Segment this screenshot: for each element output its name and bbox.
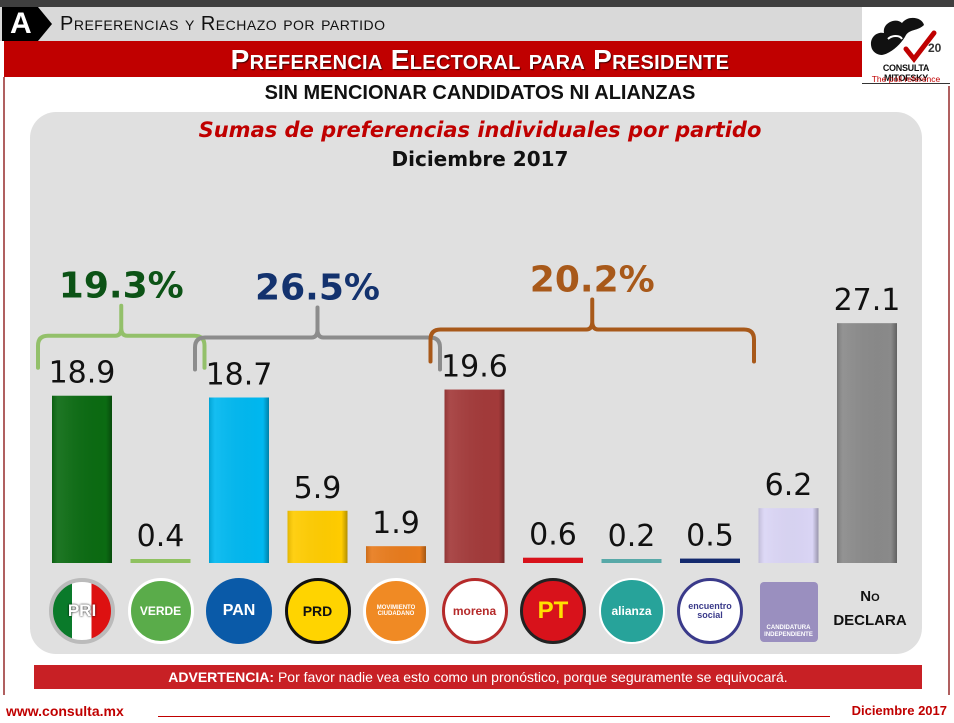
bar-bevel [287,510,348,563]
main-title: Preferencia Electoral para Presidente [230,44,730,75]
warning-label: ADVERTENCIA: [168,669,275,685]
party-logo-text: PAN [222,601,256,619]
group-brace-2 [428,297,756,364]
party-logo-morena: morena [441,578,508,644]
party-logo-text: alianza [611,603,652,618]
footer-url[interactable]: www.consulta.mx [6,703,124,719]
party-logo-text: CANDIDATURA INDEPENDIENTE [764,625,813,638]
party-logo-movimiento-ciudadano: MOVIMIENTO CIUDADANO [363,578,429,644]
group-total-label-2: 20.2% [530,260,655,301]
consulta-mitofsky-logo: 20 CONSULTA MITOFSKY The poll reference [862,9,950,85]
top-bar [0,0,954,7]
no-declara-line2: DECLARA [833,612,907,629]
value-label-pt: 0.6 [529,518,577,553]
value-label-pan: 18.7 [206,358,273,393]
bar-bevel [209,397,269,563]
value-label-prd: 5.9 [294,471,342,506]
anniversary-number: 20 [928,41,942,55]
group-total-label-0: 19.3% [59,266,184,307]
value-label-nueva-alianza: 0.2 [608,519,656,554]
bar-bevel [52,395,112,563]
party-logo-pt: PT [520,578,586,644]
party-logo-pri: PRI [49,578,115,644]
mitofsky-mark-icon [870,17,937,64]
value-label-no-declara: 27.1 [834,283,901,318]
bar-pt [523,557,583,563]
party-logo-text: PRI [67,601,97,621]
chart-panel [30,112,922,654]
value-label-pri: 18.9 [49,356,116,391]
party-logo-encuentro-social: encuentro social [677,578,743,644]
party-logo-text: PRD [302,602,333,619]
group-brace-0 [36,303,207,370]
footer-divider [158,716,830,717]
party-logo-text: encuentro social [688,600,732,620]
section-title: Preferencias y Rechazo por partido [60,13,386,35]
value-label-morena: 19.6 [441,350,508,385]
footer-date: Diciembre 2017 [851,703,947,718]
logo-tagline: The poll reference [871,74,941,84]
logo-brand: CONSULTA MITOFSKY [862,63,950,84]
section-bar [0,7,862,41]
section-letter: A [10,7,32,40]
bar-bevel [758,508,819,563]
bar-verde [130,559,191,563]
no-declara-label: No DECLARA [830,585,910,633]
party-logo-text: MOVIMIENTO CIUDADANO [376,604,416,617]
party-logo-text: PT [537,597,569,625]
warning-banner: ADVERTENCIA: Por favor nadie vea esto co… [34,665,922,689]
party-logo-nueva-alianza: alianza [598,578,665,644]
no-declara-line1: No [860,588,880,605]
party-logo-verde: VERDE [127,578,194,644]
chart-subtitle: Diciembre 2017 [391,147,569,171]
bar-nueva-alianza [601,559,662,563]
group-total-label-1: 26.5% [255,268,380,309]
frame-border-right [948,86,950,695]
title-band [4,41,862,77]
bar-bevel [837,323,897,563]
party-logo-pan: PAN [206,578,272,644]
value-label-movimiento-ciudadano: 1.9 [372,506,420,541]
frame-border-left [3,77,5,695]
chart-title: Sumas de preferencias individuales por p… [198,118,762,142]
value-label-encuentro-social: 0.5 [686,519,734,554]
bar-bevel [366,546,426,563]
bar-bevel [444,389,505,563]
warning-text: Por favor nadie vea esto como un pronóst… [274,669,788,685]
value-label-verde: 0.4 [137,519,185,554]
party-logo-text: morena [452,603,497,618]
page-subtitle: SIN MENCIONAR CANDIDATOS NI ALIANZAS [264,82,696,104]
party-logo-candidatura-independiente: CANDIDATURA INDEPENDIENTE [759,582,818,642]
party-logo-prd: PRD [284,578,351,644]
party-logo-text: VERDE [139,603,182,618]
bar-encuentro-social [680,558,740,563]
value-label-candidatura-independiente: 6.2 [765,468,813,503]
